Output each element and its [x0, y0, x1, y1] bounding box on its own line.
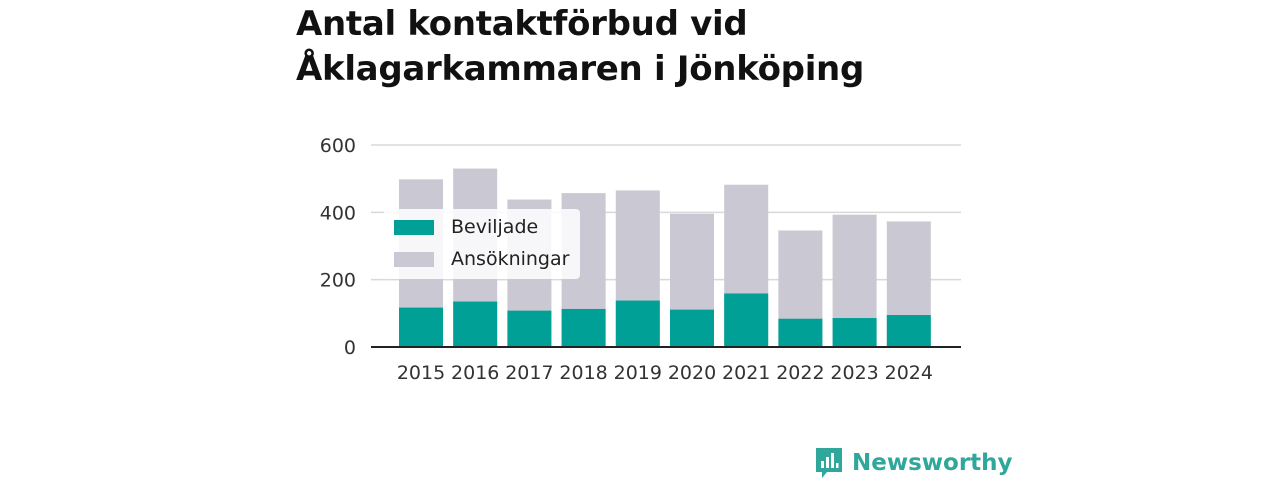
bar-beviljade — [453, 301, 498, 347]
beviljade-bars — [399, 293, 931, 347]
x-tick-label: 2016 — [451, 362, 499, 384]
legend-label-ansokningar: Ansökningar — [451, 248, 570, 270]
chart-title: Antal kontaktförbud vid Åklagarkammaren … — [296, 2, 996, 92]
y-tick-label: 0 — [344, 337, 356, 359]
legend-item-beviljade: Beviljade — [394, 215, 538, 239]
x-tick-label: 2018 — [559, 362, 607, 384]
brand: Newsworthy — [814, 446, 1013, 480]
bar-beviljade — [724, 293, 769, 347]
x-tick-labels: 2015 2016 2017 2018 2019 2020 2021 2022 2023 2024 — [397, 362, 933, 384]
bar-beviljade — [507, 310, 552, 347]
title-line-2: Åklagarkammaren i Jönköping — [296, 49, 864, 89]
x-tick-label: 2017 — [505, 362, 553, 384]
y-tick-label: 600 — [320, 135, 356, 157]
x-tick-label: 2020 — [668, 362, 716, 384]
legend-item-ansokningar: Ansökningar — [394, 247, 569, 271]
brand-name: Newsworthy — [852, 450, 1013, 476]
x-tick-label: 2023 — [830, 362, 878, 384]
bar-beviljade — [832, 318, 877, 347]
legend-label-beviljade: Beviljade — [451, 216, 539, 238]
x-tick-label: 2021 — [722, 362, 770, 384]
legend: Beviljade Ansökningar — [384, 209, 580, 279]
bar-beviljade — [399, 307, 443, 347]
newsworthy-logo-icon — [816, 448, 842, 478]
y-tick-label: 200 — [320, 270, 356, 292]
x-tick-label: 2015 — [397, 362, 445, 384]
x-tick-label: 2024 — [885, 362, 933, 384]
y-tick-labels: 0 200 400 600 — [320, 135, 356, 359]
legend-swatch-ansokningar — [394, 251, 434, 267]
bar-beviljade — [778, 318, 823, 347]
bar-beviljade — [670, 309, 714, 347]
bar-beviljade — [561, 308, 606, 347]
bar-beviljade — [615, 300, 660, 347]
x-tick-label: 2022 — [776, 362, 824, 384]
bar-beviljade — [886, 315, 931, 347]
legend-swatch-beviljade — [394, 219, 434, 235]
y-tick-label: 400 — [320, 202, 356, 224]
title-line-1: Antal kontaktförbud vid — [296, 4, 748, 44]
x-tick-label: 2019 — [614, 362, 662, 384]
